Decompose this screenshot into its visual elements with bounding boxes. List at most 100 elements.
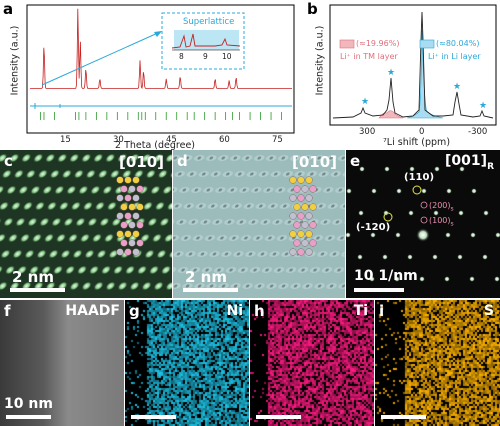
b-xtick-m300: -300 xyxy=(468,127,488,137)
panel-d-lattice xyxy=(173,150,345,298)
model-atom xyxy=(289,176,297,184)
spot-200: (200)s xyxy=(429,201,454,213)
diffraction-spot xyxy=(457,254,463,260)
panel-f: f HAADF 10 nm xyxy=(0,300,124,426)
panel-f-scale: 10 nm xyxy=(4,396,53,412)
diffraction-spot xyxy=(371,188,377,194)
panel-c-label: c xyxy=(4,152,13,170)
panel-h-scalebar xyxy=(256,415,301,419)
b-legend-li-text: Li⁺ in Li layer xyxy=(428,52,481,61)
model-atom xyxy=(297,212,305,220)
model-atom xyxy=(116,212,124,220)
model-atom xyxy=(305,212,313,220)
panel-d-zone: [010] xyxy=(291,153,337,171)
panel-f-title: HAADF xyxy=(65,303,120,319)
diffraction-spot xyxy=(384,166,390,172)
model-atom xyxy=(120,221,128,229)
panel-h: h Ti xyxy=(250,300,374,426)
diffraction-spot xyxy=(421,188,427,194)
model-atom xyxy=(128,203,136,211)
panel-i: i S xyxy=(375,300,500,426)
model-atom xyxy=(120,185,128,193)
panel-b-plot: ★ ★ ★ ★ xyxy=(329,4,497,126)
svg-text:★: ★ xyxy=(387,68,395,78)
spot-200-sub: s xyxy=(450,205,454,213)
model-atom xyxy=(124,248,132,256)
model-atom xyxy=(120,203,128,211)
model-atom xyxy=(309,239,317,247)
inset-tick-10: 10 xyxy=(222,52,232,61)
svg-text:★: ★ xyxy=(453,82,461,92)
panel-i-scalebar xyxy=(381,415,426,419)
diffraction-spot xyxy=(482,254,488,260)
spot-100: (100)s xyxy=(429,216,454,228)
panel-b-xlabel: ⁷Li shift (ppm) xyxy=(383,137,451,148)
model-atom xyxy=(116,248,124,256)
model-atom xyxy=(136,221,144,229)
model-atom xyxy=(132,212,140,220)
diffraction-spot xyxy=(370,232,376,238)
diffraction-spot xyxy=(433,210,439,216)
model-atom xyxy=(124,230,132,238)
diffraction-spot xyxy=(470,232,476,238)
model-atom xyxy=(128,185,136,193)
model-atom xyxy=(136,185,144,193)
svg-text:★: ★ xyxy=(361,97,369,107)
model-atom xyxy=(305,248,313,256)
diffraction-spot xyxy=(409,166,415,172)
a-xtick-30: 30 xyxy=(113,135,124,145)
panel-e-zone: [001]R xyxy=(445,153,494,172)
inset-tick-8: 8 xyxy=(179,52,184,61)
diffraction-spot xyxy=(359,166,365,172)
spot-200-text: (200) xyxy=(429,201,451,210)
model-atom xyxy=(132,194,140,202)
spot-100-text: (100) xyxy=(429,216,451,225)
model-atom xyxy=(301,221,309,229)
panel-e: e [001]R (110) (-120) (200)s (100)s 10 1… xyxy=(346,150,500,298)
panel-h-title: Ti xyxy=(353,303,368,319)
diffraction-spot xyxy=(358,210,364,216)
model-atom xyxy=(309,185,317,193)
diffraction-spot xyxy=(407,254,413,260)
model-atom xyxy=(124,212,132,220)
diffraction-spot xyxy=(408,210,414,216)
diffraction-spot xyxy=(471,188,477,194)
model-atom xyxy=(293,185,301,193)
a-xtick-60: 60 xyxy=(219,135,230,145)
model-atom xyxy=(289,248,297,256)
panel-d: d [010] 2 nm xyxy=(173,150,345,298)
diffraction-spot xyxy=(495,232,500,238)
model-atom xyxy=(124,194,132,202)
diffraction-spot xyxy=(469,276,475,282)
panel-i-title: S xyxy=(483,303,494,319)
diffraction-spot xyxy=(494,276,500,282)
model-atom xyxy=(301,203,309,211)
model-atom xyxy=(297,176,305,184)
panel-h-label: h xyxy=(254,302,265,320)
b-xtick-0: 0 xyxy=(419,127,425,137)
a-xtick-15: 15 xyxy=(60,135,71,145)
panel-f-label: f xyxy=(4,302,11,320)
diffraction-spot xyxy=(357,254,363,260)
diffraction-spot xyxy=(446,188,452,194)
model-atom xyxy=(297,230,305,238)
model-atom xyxy=(116,176,124,184)
model-atom xyxy=(128,221,136,229)
model-atom xyxy=(124,176,132,184)
diffraction-spot xyxy=(459,166,465,172)
a-xtick-75: 75 xyxy=(272,135,283,145)
model-atom xyxy=(309,221,317,229)
diffraction-spot xyxy=(458,210,464,216)
diffraction-spot xyxy=(445,232,451,238)
model-atom xyxy=(136,203,144,211)
diffraction-spot xyxy=(369,276,375,282)
model-atom xyxy=(116,194,124,202)
model-atom xyxy=(289,212,297,220)
model-atom xyxy=(309,203,317,211)
model-atom xyxy=(305,176,313,184)
panel-i-label: i xyxy=(379,302,385,320)
panel-i-map xyxy=(375,300,500,426)
panel-g-scalebar xyxy=(131,415,176,419)
panel-d-label: d xyxy=(177,152,188,170)
model-atom xyxy=(293,203,301,211)
